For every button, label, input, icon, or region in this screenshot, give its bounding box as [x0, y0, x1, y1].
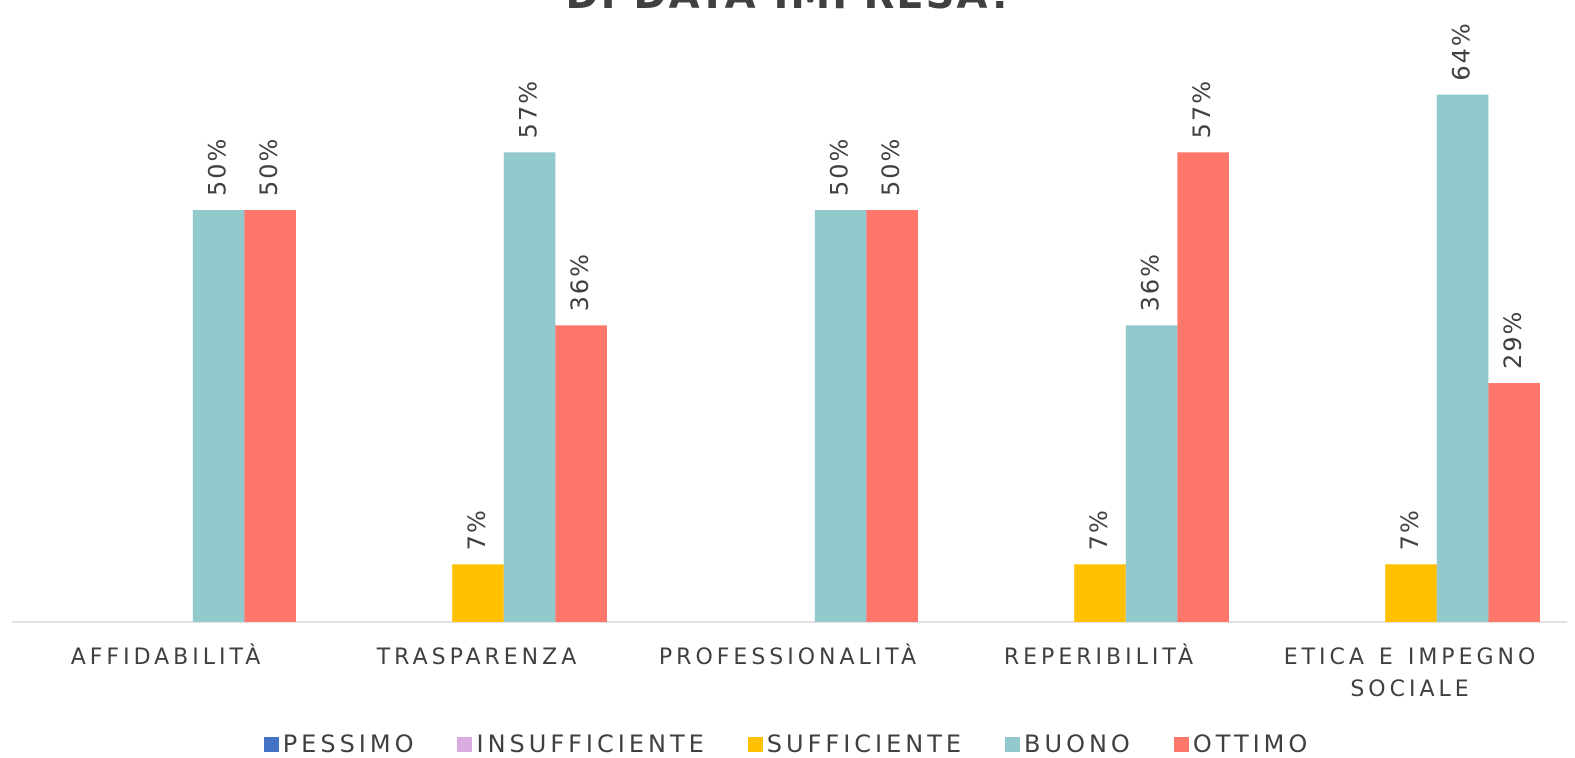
x-tick-label: ETICA E IMPEGNO SOCIALE — [1283, 645, 1540, 702]
legend-item: SUFFICIENTE — [747, 730, 966, 758]
bar — [1125, 325, 1178, 622]
data-label: 57% — [1188, 79, 1216, 138]
data-label: 50% — [204, 137, 232, 196]
legend-item: BUONO — [1005, 730, 1134, 758]
x-tick-label: TRASPARENZA — [376, 645, 581, 670]
x-tick-label: AFFIDABILITÀ — [70, 645, 265, 670]
bar — [866, 210, 918, 622]
bar — [503, 152, 556, 622]
legend-item: PESSIMO — [263, 730, 418, 758]
data-label: 50% — [826, 137, 854, 196]
legend-label: SUFFICIENTE — [766, 730, 966, 758]
data-label: 36% — [566, 252, 594, 311]
data-label: 57% — [515, 79, 543, 138]
legend-item: OTTIMO — [1173, 730, 1312, 758]
bar — [1488, 383, 1540, 622]
legend: PESSIMO INSUFFICIENTE SUFFICIENTE BUONO OTTI… — [0, 730, 1575, 758]
x-tick-label: REPERIBILITÀ — [1003, 645, 1198, 670]
bar — [1074, 564, 1126, 622]
legend-label: BUONO — [1024, 730, 1134, 758]
bar — [452, 564, 504, 622]
bar — [244, 210, 296, 622]
data-label: 36% — [1137, 252, 1165, 311]
legend-label: INSUFFICIENTE — [476, 730, 708, 758]
legend-label: PESSIMO — [282, 730, 418, 758]
legend-swatch — [1005, 736, 1021, 752]
legend-swatch — [263, 736, 279, 752]
bar — [555, 325, 607, 622]
data-label: 50% — [255, 137, 283, 196]
bar — [1436, 94, 1489, 622]
data-label: 29% — [1499, 310, 1527, 369]
legend-swatch — [747, 736, 763, 752]
data-label: 7% — [463, 508, 491, 550]
data-label: 50% — [877, 137, 905, 196]
data-label: 7% — [1085, 508, 1113, 550]
bar — [1177, 152, 1229, 622]
bar — [814, 210, 867, 622]
legend-swatch — [457, 736, 473, 752]
legend-swatch — [1173, 736, 1189, 752]
legend-item: INSUFFICIENTE — [457, 730, 707, 758]
x-tick-label: PROFESSIONALITÀ — [658, 645, 921, 670]
chart-title: DI DATA IMPRESA? — [565, 0, 1014, 18]
legend-label: OTTIMO — [1192, 730, 1312, 758]
bar — [1385, 564, 1437, 622]
data-label: 7% — [1396, 508, 1424, 550]
bar — [192, 210, 245, 622]
data-label: 64% — [1448, 21, 1476, 80]
